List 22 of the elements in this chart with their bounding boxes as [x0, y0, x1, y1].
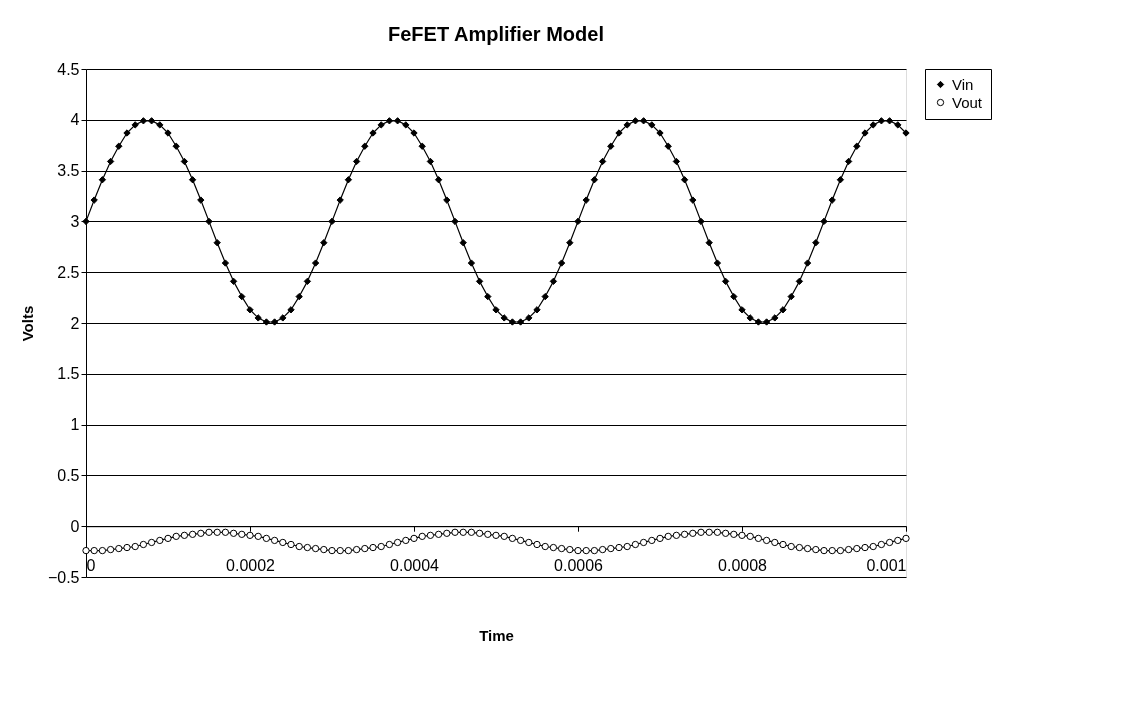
y-tick-label: 0 — [70, 517, 80, 535]
y-tick-label: −0.5 — [47, 568, 80, 586]
x-tick-label: 0.0004 — [390, 556, 440, 574]
y-tick-label: 3 — [70, 212, 80, 230]
y-tick-label: 4 — [70, 111, 80, 129]
y-tick-label: 2.5 — [57, 263, 80, 281]
x-tick-label: 0.0008 — [718, 556, 768, 574]
y-tick-label: 2 — [70, 314, 80, 332]
y-tick-label: 4.5 — [57, 60, 80, 78]
legend-label: Vout — [952, 93, 983, 111]
y-axis-title: Volts — [18, 305, 36, 342]
x-tick-label: 0.0002 — [226, 556, 276, 574]
x-axis-title: Time — [479, 626, 514, 644]
y-tick-label: 3.5 — [57, 162, 80, 180]
x-tick-label: 0.001 — [866, 556, 907, 574]
y-tick-label: 1 — [70, 416, 80, 434]
x-tick-label: 0 — [86, 556, 96, 574]
x-tick-label: 0.0006 — [554, 556, 604, 574]
y-tick-label: 1.5 — [57, 365, 80, 383]
chart-title: FeFET Amplifier Model — [388, 23, 604, 45]
y-tick-label: 0.5 — [57, 466, 80, 484]
legend-label: Vin — [952, 75, 974, 93]
